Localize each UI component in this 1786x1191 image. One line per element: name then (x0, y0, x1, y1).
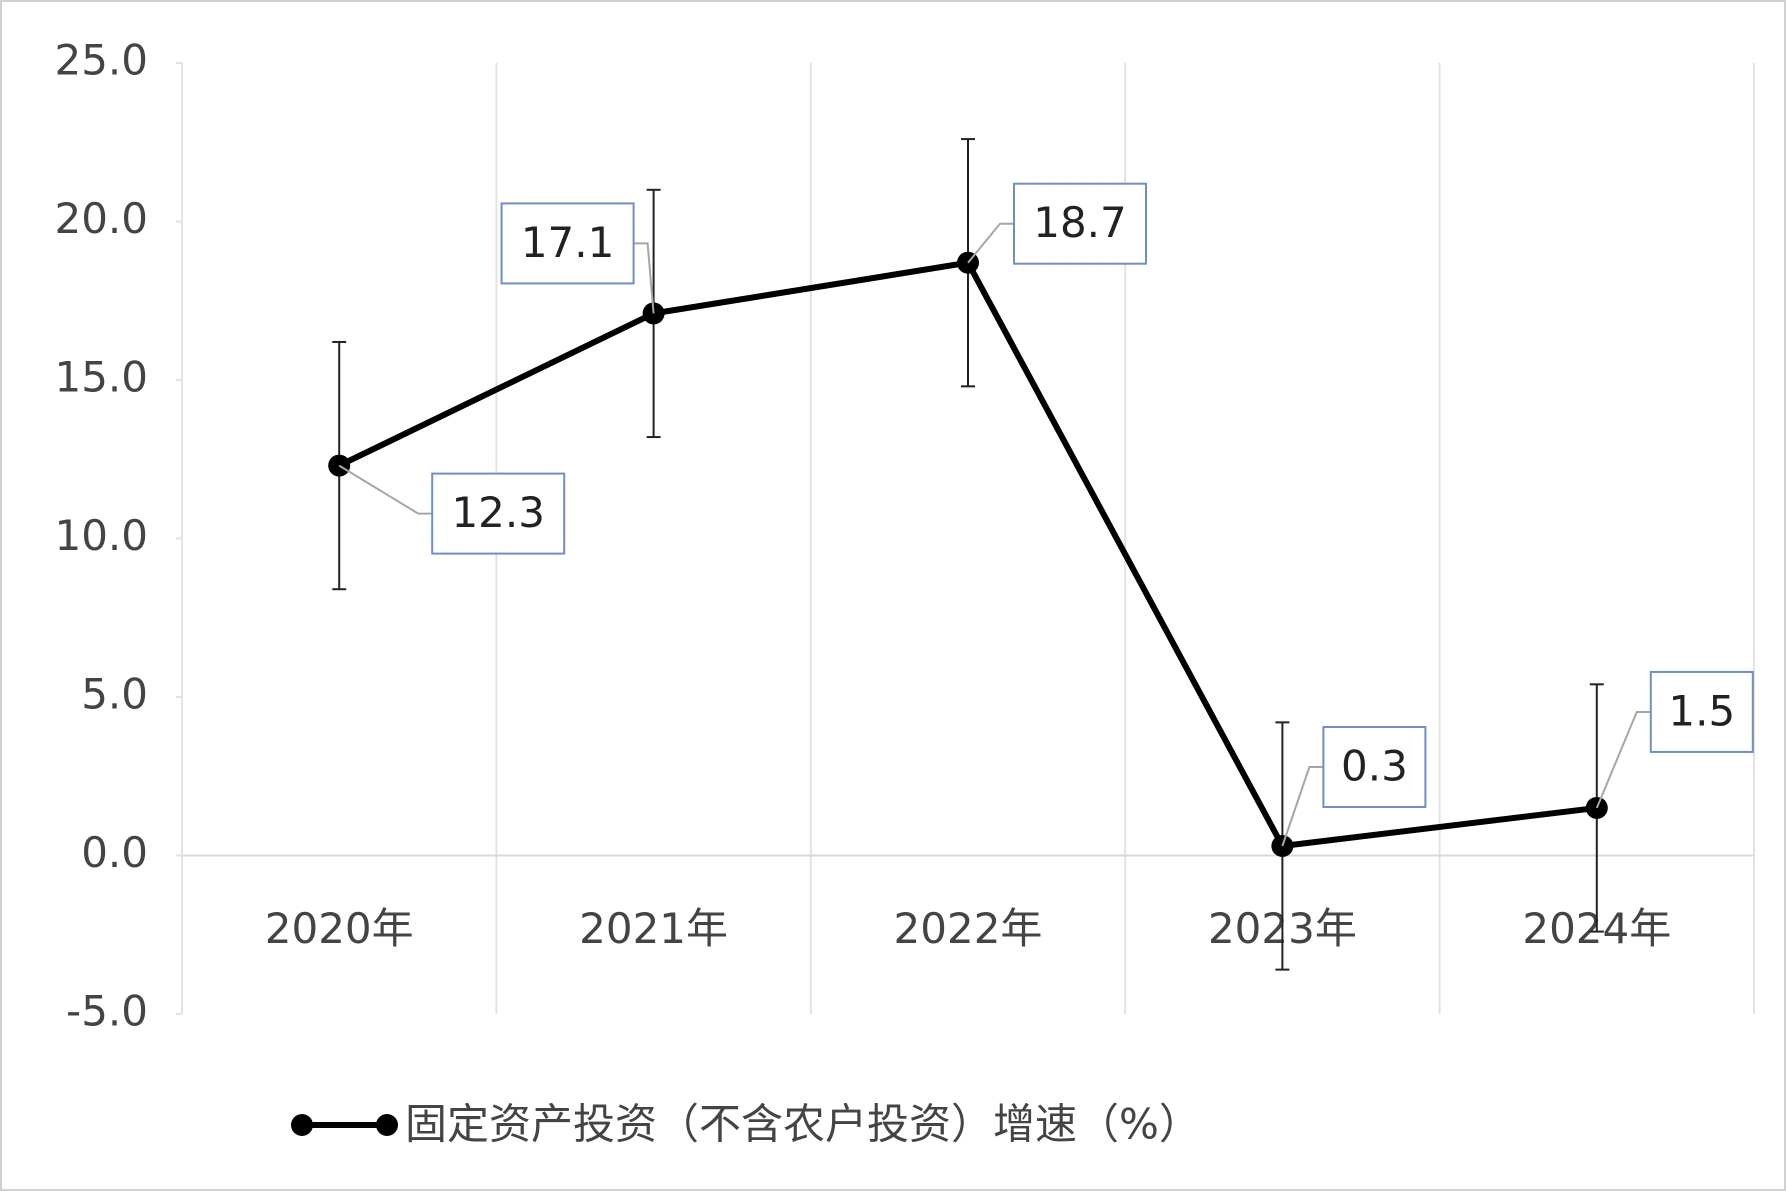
data-label: 0.3 (1341, 741, 1408, 790)
y-tick-label: 20.0 (54, 194, 148, 243)
label-leader (1595, 710, 1651, 809)
x-tick-label: 2022年 (894, 904, 1043, 953)
x-tick-label: 2020年 (265, 904, 414, 953)
label-leader (338, 464, 433, 515)
y-tick-label: 0.0 (81, 828, 148, 877)
data-label: 1.5 (1668, 686, 1735, 735)
data-label: 17.1 (521, 218, 615, 267)
label-box (1649, 670, 1754, 753)
label-box (1322, 725, 1427, 808)
legend-label: 固定资产投资（不含农户投资）增速（%） (405, 1100, 1201, 1149)
label-box (500, 202, 635, 285)
y-tick-label: -5.0 (66, 987, 148, 1036)
y-tick-label: 25.0 (54, 36, 148, 85)
label-leader (967, 222, 1014, 264)
label-leader (1281, 765, 1324, 847)
legend-marker (291, 1114, 313, 1136)
label-box (1013, 182, 1147, 265)
label-box (431, 472, 566, 555)
label-leader (633, 242, 655, 314)
legend-marker (376, 1114, 398, 1136)
y-tick-label: 10.0 (54, 511, 148, 560)
y-tick-label: 15.0 (54, 353, 148, 402)
data-label: 18.7 (1033, 198, 1127, 247)
y-tick-label: 5.0 (81, 670, 148, 719)
x-tick-label: 2021年 (579, 904, 728, 953)
data-label: 12.3 (451, 488, 545, 537)
